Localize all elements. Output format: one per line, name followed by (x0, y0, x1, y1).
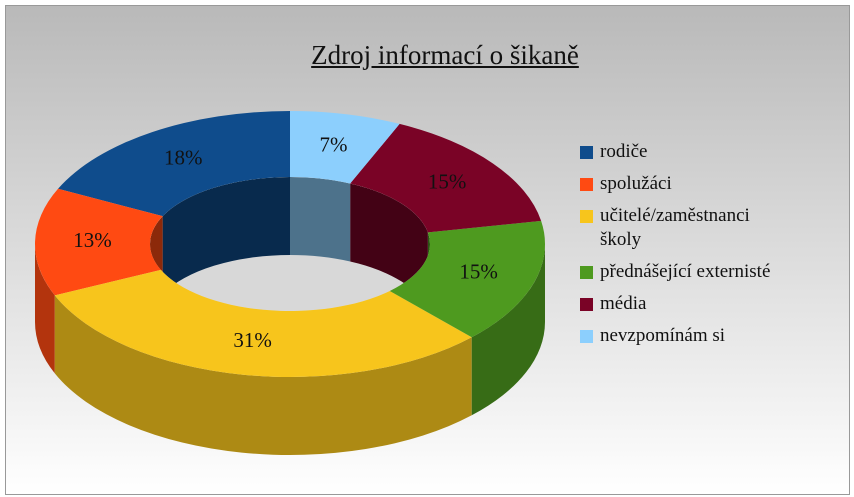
legend-item: média (580, 292, 780, 316)
inner-wall (350, 183, 428, 311)
data-label: 7% (320, 132, 348, 156)
slice (389, 220, 545, 338)
legend-label: nevzpomínám si (600, 325, 726, 346)
legend-item: rodiče (580, 140, 780, 164)
legend-swatch (580, 330, 593, 343)
legend-item: přednášející externisté (580, 260, 780, 284)
slice (34, 188, 163, 296)
legend-swatch (580, 146, 593, 159)
slice (290, 111, 400, 184)
legend-label: přednášející externisté (600, 261, 771, 282)
legend-swatch (580, 178, 593, 191)
outer-wall (35, 244, 55, 374)
legend-swatch (580, 298, 593, 311)
legend-label: učitelé/zaměstnanci školy (600, 205, 750, 250)
data-label: 18% (164, 146, 203, 170)
slice (54, 269, 472, 378)
legend-swatch (580, 266, 593, 279)
legend-item: učitelé/zaměstnanci školy (580, 204, 780, 252)
inner-wall (162, 177, 290, 295)
inner-wall (290, 177, 351, 262)
data-label: 15% (459, 260, 498, 284)
hole-floor (150, 255, 430, 311)
data-label: 13% (73, 228, 112, 252)
slice (350, 123, 542, 233)
legend-label: spolužáci (600, 173, 672, 194)
outer-wall (471, 244, 545, 416)
outer-wall (54, 295, 472, 455)
hole (150, 177, 430, 311)
chart-title: Zdroj informací o šikaně (311, 40, 579, 70)
legend: rodiče spolužáci učitelé/zaměstnanci školy… (580, 140, 780, 356)
data-label: 15% (428, 169, 467, 193)
legend-label: média (600, 293, 647, 314)
legend-item: spolužáci (580, 172, 780, 196)
legend-item: nevzpomínám si (580, 324, 780, 348)
legend-swatch (580, 210, 593, 223)
data-label: 31% (233, 328, 272, 352)
slice (58, 111, 291, 217)
legend-label: rodiče (600, 141, 648, 162)
